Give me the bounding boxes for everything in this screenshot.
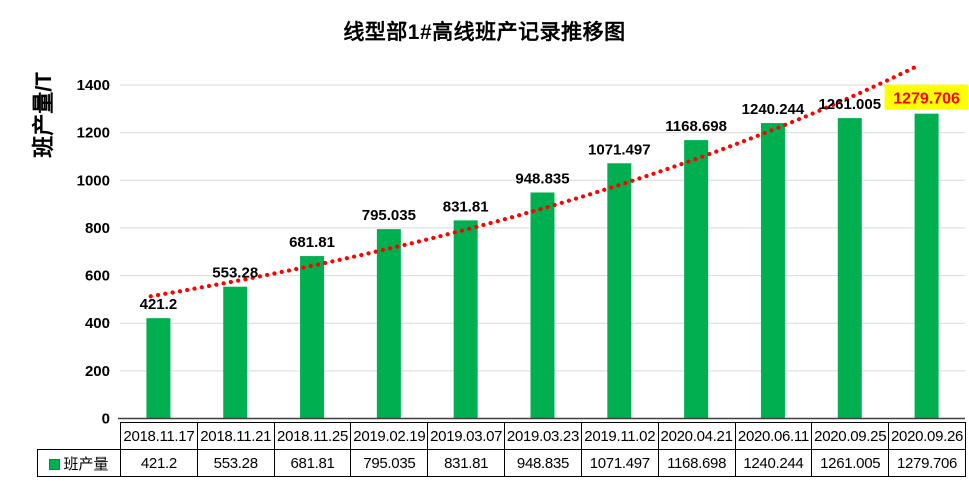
table-blank-cell [38,423,121,450]
bar [453,220,478,419]
table-date-cell: 2019.03.07 [427,422,506,450]
table-row-values: 班产量 421.2 553.28 681.81 795.035 831.81 948.83… [37,449,966,477]
bar [914,113,939,419]
table-value-cell: 421.2 [120,449,198,477]
bar [837,118,862,419]
bar [760,123,785,419]
bar-value-label: 1240.244 [742,101,805,118]
table-value-cell: 681.81 [273,449,352,477]
table-date-cell: 2020.09.26 [888,422,966,450]
y-tick-label: 1000 [77,172,110,189]
bar-value-label: 681.81 [289,234,335,251]
table-row-dates: 2018.11.17 2018.11.21 2018.11.25 2019.02.19… [38,422,966,450]
table-date-cell: 2019.02.19 [350,422,429,450]
bar [530,192,555,419]
series-legend-key-icon [49,458,61,470]
bar-value-label: 553.28 [212,265,258,282]
y-tick-label: 200 [85,363,110,380]
table-date-cell: 2020.06.11 [734,422,813,450]
bar-value-label: 948.835 [515,170,569,187]
highlighted-value-label: 1279.706 [893,91,960,108]
bar-value-label: 1261.005 [818,96,881,113]
trendline [148,63,922,299]
table-date-cell: 2019.11.02 [580,422,659,450]
y-tick-label: 0 [102,411,110,428]
table-value-cell: 1240.244 [734,449,813,477]
y-tick-label: 1400 [77,77,110,94]
table-date-cell: 2018.11.25 [273,422,352,450]
table-value-cell: 553.28 [196,449,275,477]
y-tick-label: 400 [85,315,110,332]
bar [146,318,171,419]
table-value-cell: 948.835 [504,449,582,477]
y-tick-label: 1200 [77,125,110,142]
table-value-cell: 1071.497 [580,449,659,477]
y-tick-label: 800 [85,220,110,237]
chart-title: 线型部1#高线班产记录推移图 [343,21,626,44]
table-value-cell: 831.81 [427,449,506,477]
table-value-cell: 1261.005 [811,449,890,477]
bar [300,256,325,419]
bar [607,163,632,419]
bar-value-label: 831.81 [443,198,489,215]
bar [223,286,248,419]
highlight-box [884,84,969,110]
bar-value-label: 421.2 [140,296,178,313]
y-tick-label: 600 [85,268,110,285]
series-legend-label: 班产量 [63,455,109,473]
table-date-cell: 2019.03.23 [504,422,582,450]
table-value-cell: 795.035 [350,449,429,477]
table-date-cell: 2020.09.25 [811,422,890,450]
bar [376,229,401,419]
table-date-cell: 2020.04.21 [657,422,736,450]
bar-value-label: 795.035 [362,207,416,224]
table-value-cell: 1168.698 [657,449,736,477]
table-date-cell: 2018.11.17 [120,422,198,450]
bar-value-label: 1168.698 [665,118,727,135]
legend-cell: 班产量 [37,449,121,477]
data-table: 2018.11.17 2018.11.21 2018.11.25 2019.02.19… [37,422,966,477]
bar-value-label: 1071.497 [588,141,651,158]
table-value-cell: 1279.706 [888,449,966,477]
bar [684,140,709,419]
table-date-cell: 2018.11.21 [196,422,275,450]
